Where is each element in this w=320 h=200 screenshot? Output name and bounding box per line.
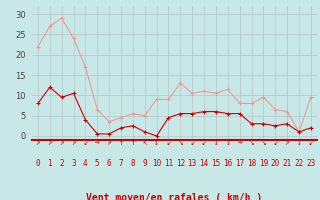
Text: ↓: ↓	[154, 138, 159, 147]
Text: ↘: ↘	[261, 138, 266, 147]
Text: ↗: ↗	[285, 138, 290, 147]
Text: ↙: ↙	[83, 138, 88, 147]
X-axis label: Vent moyen/en rafales ( km/h ): Vent moyen/en rafales ( km/h )	[86, 193, 262, 200]
Text: ↑: ↑	[119, 138, 123, 147]
Text: ↘: ↘	[178, 138, 183, 147]
Text: →: →	[95, 138, 100, 147]
Text: ↗: ↗	[36, 138, 40, 147]
Text: ↓: ↓	[297, 138, 301, 147]
Text: ↓: ↓	[214, 138, 218, 147]
Text: ↗: ↗	[47, 138, 52, 147]
Text: ↙: ↙	[166, 138, 171, 147]
Text: ↖: ↖	[142, 138, 147, 147]
Text: ↑: ↑	[131, 138, 135, 147]
Text: ↙: ↙	[190, 138, 195, 147]
Text: ↓: ↓	[226, 138, 230, 147]
Text: →: →	[237, 138, 242, 147]
Text: ↙: ↙	[273, 138, 277, 147]
Text: ↗: ↗	[107, 138, 111, 147]
Text: ↙: ↙	[308, 138, 313, 147]
Text: ↙: ↙	[202, 138, 206, 147]
Text: ↗: ↗	[71, 138, 76, 147]
Text: ↗: ↗	[59, 138, 64, 147]
Text: ↘: ↘	[249, 138, 254, 147]
